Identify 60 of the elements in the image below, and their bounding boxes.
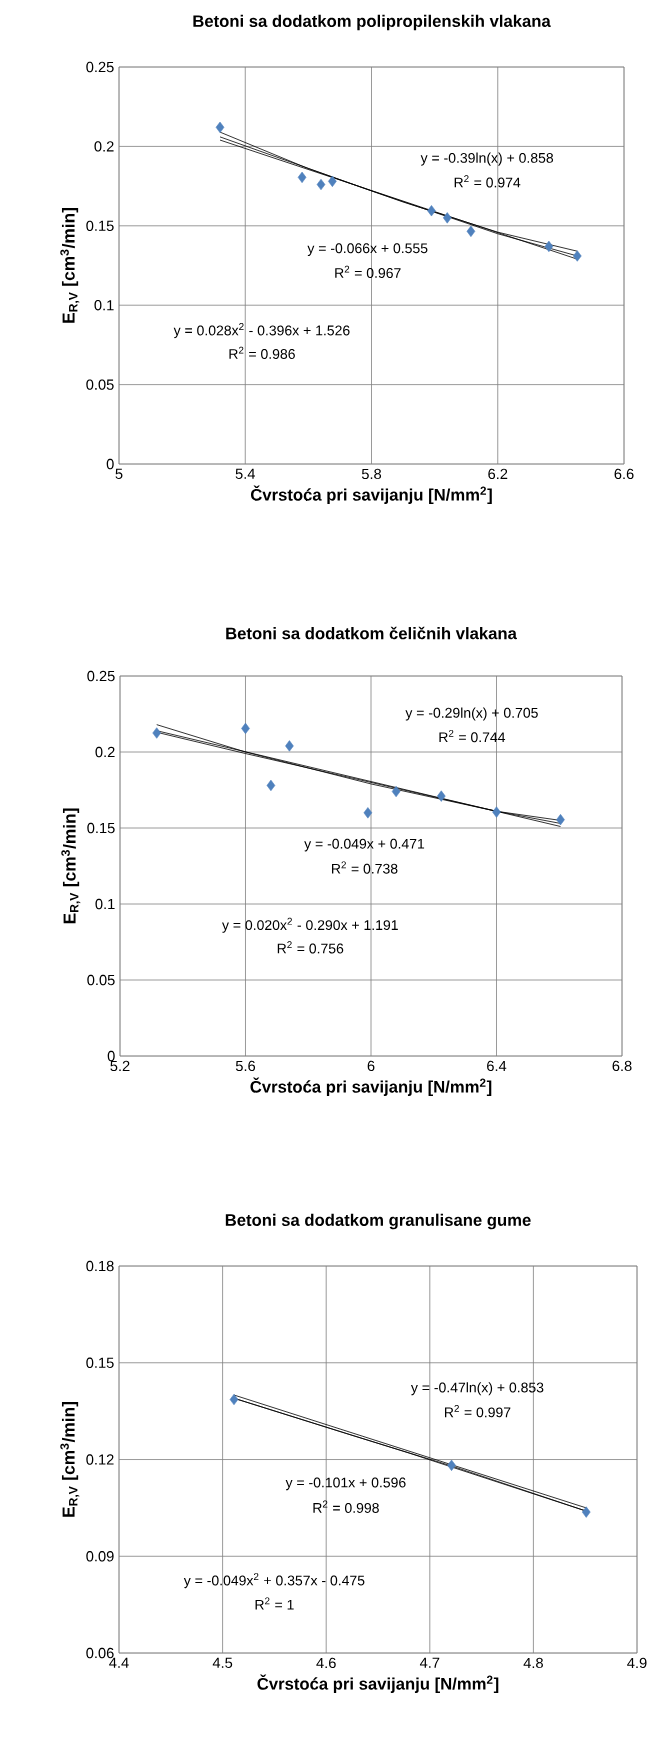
- y-tick-label: 0: [106, 458, 114, 470]
- y-tick-label: 0.12: [86, 1454, 114, 1465]
- annotation: R$^{2}$ = 0.974: [454, 175, 521, 188]
- annotation: y = -0.47ln(x) + 0.853: [410, 1382, 544, 1396]
- y-tick-label: 0.25: [87, 670, 115, 682]
- y-tick-label: 0.15: [87, 822, 115, 834]
- annotation: y = -0.049x$^{2}$ + 0.357x - 0.475: [183, 1573, 365, 1589]
- chart-title: Betoni sa dodatkom polipropilenskih vlakana: [193, 14, 551, 31]
- annotation: y = -0.066x + 0.555: [307, 243, 428, 256]
- y-tick-label: 0.06: [86, 1647, 114, 1659]
- x-axis-title: Čvrstoća pri savijanju [N/mm$^{2}$]: [250, 485, 492, 504]
- x-tick-label: 6.4: [487, 1060, 507, 1072]
- y-tick-label: 0.2: [94, 141, 114, 152]
- annotation: R$^{2}$ = 0.998: [313, 1500, 379, 1513]
- annotation: R$^{2}$ = 0.997: [445, 1405, 511, 1418]
- annotation: y = -0.101x + 0.596: [285, 1477, 406, 1491]
- y-axis-title: E$_{R,V}$ [cm$^{3}$/min]: [60, 208, 80, 323]
- y-tick-label: 0.18: [86, 1260, 114, 1272]
- annotation: R$^{2}$ = 0.738: [332, 861, 398, 874]
- x-tick-label: 6.2: [488, 468, 508, 480]
- annotation: R$^{2}$ = 0.744: [439, 729, 506, 743]
- x-tick-label: 4.9: [627, 1657, 647, 1669]
- annotation: y = -0.29ln(x) + 0.705: [405, 707, 538, 721]
- chart-title: Betoni sa dodatkom granulisane gume: [225, 1213, 531, 1230]
- annotation: R$^{2}$ = 1: [255, 1597, 294, 1610]
- y-tick-label: 0.09: [86, 1551, 114, 1562]
- x-tick-label: 5.8: [361, 468, 382, 480]
- annotation: y = -0.049x + 0.471: [304, 838, 425, 852]
- x-tick-label: 6.6: [614, 468, 634, 480]
- y-tick-label: 0.05: [87, 974, 115, 986]
- y-tick-label: 0.05: [86, 379, 114, 390]
- x-axis-title: Čvrstoća pri savijanju [N/mm$^{2}$]: [257, 1674, 499, 1693]
- x-tick-label: 5.2: [110, 1060, 130, 1072]
- annotation: y = 0.028x$^{2}$ - 0.396x + 1.526: [173, 323, 350, 339]
- annotation: R$^{2}$ = 0.756: [277, 941, 344, 954]
- y-tick-label: 0.1: [94, 300, 114, 311]
- x-tick-label: 5.6: [235, 1060, 256, 1072]
- x-tick-label: 6.8: [612, 1060, 632, 1072]
- annotation: y = 0.020x$^{2}$ - 0.290x + 1.191: [222, 917, 398, 933]
- x-tick-label: 5.4: [235, 468, 256, 479]
- y-tick-label: 0.15: [86, 1357, 114, 1368]
- x-tick-label: 4.5: [212, 1657, 233, 1668]
- x-tick-label: 5: [115, 468, 123, 479]
- chart-title: Betoni sa dodatkom čeličnih vlakana: [226, 626, 517, 640]
- annotation: R$^{2}$ = 0.967: [335, 265, 401, 279]
- x-tick-label: 4.7: [419, 1657, 440, 1668]
- x-tick-label: 4.4: [109, 1657, 129, 1668]
- y-tick-label: 0.2: [95, 746, 115, 758]
- y-tick-label: 0: [107, 1050, 115, 1062]
- y-axis-title: E$_{R,V}$ [cm$^{3}$/min]: [60, 1402, 80, 1517]
- x-tick-label: 4.6: [316, 1657, 336, 1669]
- y-tick-label: 0.1: [95, 898, 115, 910]
- annotation: y = -0.39ln(x) + 0.858: [420, 152, 554, 166]
- x-axis-title: Čvrstoća pri savijanju [N/mm$^{2}$]: [250, 1077, 492, 1096]
- y-axis-title: E$_{R,V}$ [cm$^{3}$/min]: [61, 808, 81, 924]
- annotation: R$^{2}$ = 0.986: [229, 346, 295, 359]
- y-tick-label: 0.15: [86, 220, 114, 231]
- y-tick-label: 0.25: [86, 61, 114, 73]
- x-tick-label: 4.8: [523, 1657, 543, 1669]
- x-tick-label: 6: [367, 1060, 375, 1072]
